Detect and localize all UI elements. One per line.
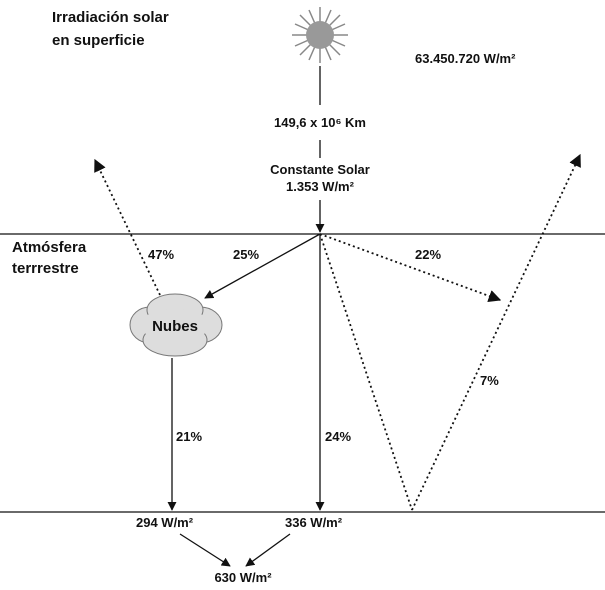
flow-label: 25% <box>233 247 259 262</box>
flow-label: 24% <box>325 429 351 444</box>
flow-label: 7% <box>480 373 499 388</box>
cloud-label: Nubes <box>152 318 198 335</box>
title: Irradiación solar <box>52 9 169 26</box>
title: en superficie <box>52 32 145 49</box>
solar-constant-value: 1.353 W/m² <box>286 179 355 194</box>
sun <box>292 7 348 63</box>
atmosphere-label: terrrestre <box>12 260 79 277</box>
ground-value: 336 W/m² <box>285 515 343 530</box>
sun-irradiance: 63.450.720 W/m² <box>415 51 516 66</box>
flow-label: 21% <box>176 429 202 444</box>
ground-value: 294 W/m² <box>136 515 194 530</box>
solar-constant-label: Constante Solar <box>270 162 370 177</box>
flow-label: 22% <box>415 247 441 262</box>
flow-label: 47% <box>148 247 174 262</box>
diagram: Irradiación solar en superficie 63.450.7… <box>0 0 605 590</box>
atmosphere-label: Atmósfera <box>12 239 87 256</box>
flow-lines <box>0 66 605 566</box>
distance: 149,6 x 10⁶ Km <box>274 115 366 130</box>
ground-total: 630 W/m² <box>214 570 272 585</box>
